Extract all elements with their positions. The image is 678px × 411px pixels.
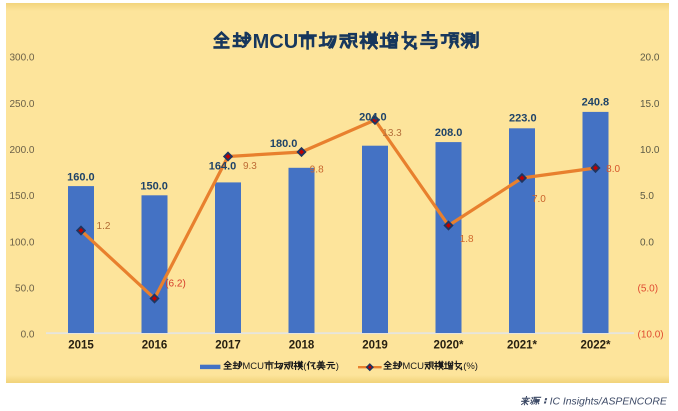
- svg-text:2019: 2019: [362, 340, 388, 352]
- svg-text:2021*: 2021*: [507, 340, 538, 352]
- svg-text:164.0: 164.0: [209, 161, 237, 173]
- svg-text:240.8: 240.8: [582, 97, 610, 109]
- svg-text:204.0: 204.0: [359, 111, 387, 123]
- svg-text:): ): [336, 361, 339, 372]
- svg-text:(%): (%): [463, 361, 478, 372]
- svg-text:2017: 2017: [215, 340, 241, 352]
- svg-text:5.0: 5.0: [640, 191, 654, 202]
- svg-text:2020*: 2020*: [433, 340, 464, 352]
- svg-text:0.0: 0.0: [640, 237, 654, 248]
- svg-text:(6.2): (6.2): [165, 279, 186, 290]
- svg-text:150.0: 150.0: [140, 181, 168, 193]
- svg-text:1.2: 1.2: [97, 221, 111, 232]
- svg-text:13.3: 13.3: [382, 128, 402, 139]
- svg-text:250.0: 250.0: [9, 99, 34, 110]
- svg-text:2016: 2016: [142, 340, 168, 352]
- svg-text:50.0: 50.0: [15, 284, 35, 295]
- svg-text:2015: 2015: [68, 340, 94, 352]
- svg-text:(5.0): (5.0): [638, 284, 659, 295]
- svg-text:MCU: MCU: [402, 361, 424, 372]
- svg-text:20.0: 20.0: [640, 53, 660, 64]
- svg-text:200.0: 200.0: [9, 145, 34, 156]
- svg-text:2018: 2018: [289, 340, 315, 352]
- svg-text:9.3: 9.3: [243, 161, 257, 172]
- svg-text:(: (: [303, 361, 307, 372]
- svg-text:IC Insights/ASPENCORE: IC Insights/ASPENCORE: [550, 396, 668, 407]
- svg-text:9.8: 9.8: [310, 165, 324, 176]
- svg-text:MCU: MCU: [242, 361, 264, 372]
- svg-text:2022*: 2022*: [580, 340, 611, 352]
- svg-text:180.0: 180.0: [270, 138, 298, 150]
- svg-text:160.0: 160.0: [67, 172, 95, 184]
- svg-text:10.0: 10.0: [640, 145, 660, 156]
- svg-text:0.0: 0.0: [21, 330, 35, 341]
- svg-text:1.8: 1.8: [460, 234, 474, 245]
- svg-text:300.0: 300.0: [9, 53, 34, 64]
- svg-text:223.0: 223.0: [509, 113, 537, 125]
- svg-text:100.0: 100.0: [9, 237, 34, 248]
- svg-text:7.0: 7.0: [532, 194, 546, 205]
- svg-text:150.0: 150.0: [9, 191, 34, 202]
- svg-text:(10.0): (10.0): [638, 330, 664, 341]
- svg-text:208.0: 208.0: [435, 127, 463, 139]
- svg-text:MCU: MCU: [253, 31, 299, 53]
- svg-text:8.0: 8.0: [606, 164, 620, 175]
- svg-text:15.0: 15.0: [640, 99, 660, 110]
